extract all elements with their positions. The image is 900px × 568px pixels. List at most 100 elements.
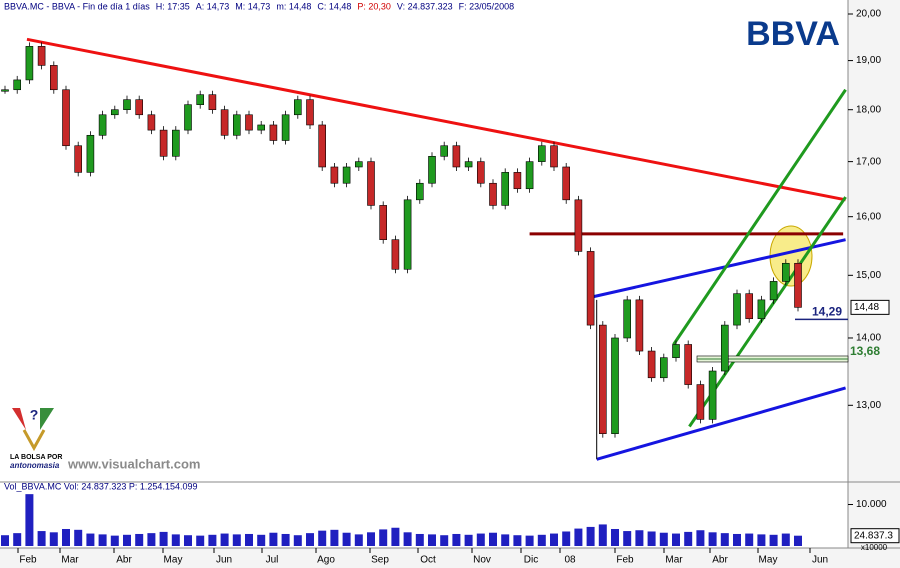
volume-bar	[354, 534, 363, 546]
level-label: 13,68	[850, 344, 880, 358]
header-text: H: 17:35	[156, 1, 190, 11]
candle	[111, 109, 119, 116]
volume-bar	[537, 534, 546, 546]
candle	[501, 172, 510, 206]
candle	[440, 145, 449, 157]
y-tick-label: 10.000	[856, 499, 887, 510]
candle	[769, 281, 778, 301]
header-text: P: 20,30	[357, 1, 391, 11]
volume-bar	[635, 530, 644, 546]
candle	[13, 79, 21, 91]
trendline	[26, 37, 846, 202]
candle	[550, 145, 558, 168]
header-text: V: 24.837.323	[397, 1, 453, 11]
last-volume-box	[850, 528, 900, 544]
candle	[635, 299, 644, 352]
volume-bar	[208, 534, 217, 546]
trendline	[592, 238, 846, 299]
volume-bar	[281, 533, 290, 546]
x-tick-label: Jun	[812, 555, 828, 566]
volume-bar	[501, 534, 510, 546]
candle	[367, 161, 375, 206]
volume-bar	[781, 533, 790, 546]
candle	[37, 46, 46, 66]
y-tick-label: 20,00	[856, 9, 881, 20]
candle	[403, 199, 412, 270]
volume-bar	[440, 535, 449, 546]
candle	[257, 124, 266, 131]
x-tick-label: Nov	[473, 555, 491, 566]
volume-bar	[86, 533, 95, 546]
x-tick-label: Jun	[216, 555, 232, 566]
level-label: 14,29	[812, 305, 842, 319]
volume-bar	[489, 532, 497, 546]
volume-bar	[74, 529, 83, 546]
candle	[720, 324, 729, 372]
badge-icon	[22, 429, 46, 452]
candle	[525, 161, 534, 190]
candle	[379, 205, 388, 240]
volume-bar	[367, 532, 375, 546]
candle	[611, 337, 619, 434]
header-text: m: 14,48	[276, 1, 311, 11]
volume-bar	[196, 535, 205, 546]
volume-bar	[293, 535, 302, 546]
candle	[49, 65, 58, 91]
candle	[598, 324, 607, 434]
volume-bar	[769, 534, 778, 546]
volume-bar	[733, 533, 741, 546]
header-text: A: 14,73	[196, 1, 230, 11]
volume-bar	[379, 529, 388, 546]
x-tick-label: Abr	[712, 555, 728, 566]
volume-bar	[696, 530, 705, 546]
y-tick-label: 17,00	[856, 156, 881, 167]
volume-bar	[49, 532, 58, 546]
candle	[586, 251, 595, 326]
volume-bar	[672, 533, 680, 546]
volume-bar	[598, 524, 607, 546]
candle	[330, 166, 339, 184]
volume-bar	[415, 533, 424, 546]
candle	[184, 104, 192, 131]
header-text: C: 14,48	[317, 1, 351, 11]
candle	[708, 370, 717, 420]
volume-bar	[159, 531, 168, 546]
x-tick-label: Jul	[266, 555, 279, 566]
y-tick-label: 14,00	[856, 333, 881, 344]
candle	[562, 166, 571, 201]
candle	[159, 129, 168, 157]
candle	[1, 89, 9, 92]
candle	[391, 239, 400, 270]
volume-bar	[98, 534, 107, 546]
candle	[196, 94, 204, 105]
volume-bar	[452, 533, 461, 546]
x-tick-label: Ago	[317, 555, 335, 566]
candle	[647, 350, 656, 379]
candle	[659, 357, 668, 379]
volume-bar	[330, 529, 339, 546]
badge-icon: ?	[30, 407, 39, 423]
candle	[172, 129, 180, 157]
y-tick-label: 15,00	[856, 270, 881, 281]
volume-bar	[720, 533, 729, 546]
x-tick-label: May	[164, 555, 183, 566]
trendline	[596, 386, 846, 461]
last-price-box	[850, 299, 890, 315]
y-tick-label: 13,00	[856, 400, 881, 411]
x-tick-label: Dic	[524, 555, 538, 566]
volume-bar	[391, 527, 400, 546]
volume-bar	[476, 533, 485, 546]
y-tick-label: 18,00	[856, 104, 881, 115]
header-text: F: 23/05/2008	[459, 1, 515, 11]
candle	[318, 124, 327, 168]
candle	[233, 114, 241, 136]
candle	[794, 262, 802, 308]
candle	[123, 99, 131, 111]
badge-icon	[12, 408, 26, 430]
volume-bar	[184, 535, 192, 546]
candle	[452, 145, 461, 168]
y-tick-label: 16,00	[856, 211, 881, 222]
candle	[513, 172, 522, 190]
candle	[757, 299, 766, 320]
